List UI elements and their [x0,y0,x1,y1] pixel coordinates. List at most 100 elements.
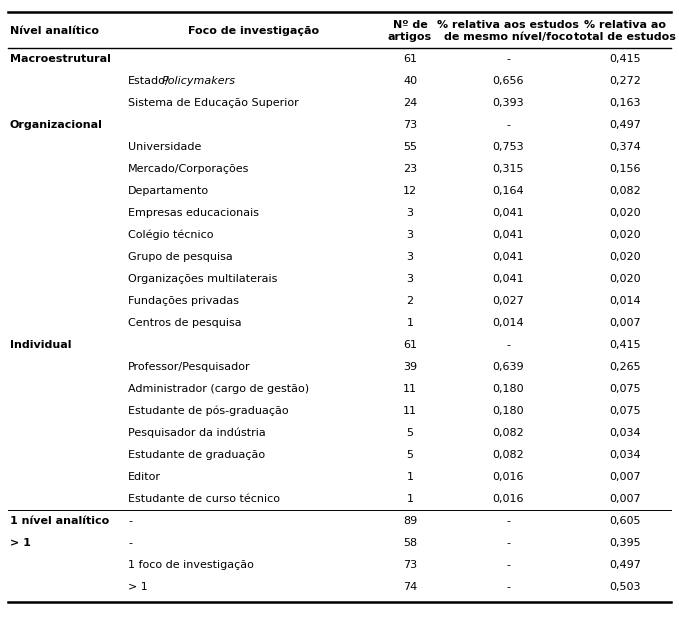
Text: 0,272: 0,272 [609,76,641,86]
Text: Organizações multilaterais: Organizações multilaterais [128,274,278,284]
Text: 0,497: 0,497 [609,120,641,130]
Text: 39: 39 [403,362,417,372]
Text: 5: 5 [407,450,414,460]
Text: Fundações privadas: Fundações privadas [128,296,239,306]
Text: Colégio técnico: Colégio técnico [128,230,213,240]
Text: 0,265: 0,265 [609,362,641,372]
Text: -: - [128,538,132,548]
Text: 3: 3 [407,274,414,284]
Text: Pesquisador da indústria: Pesquisador da indústria [128,428,265,438]
Text: Estudante de pós-graduação: Estudante de pós-graduação [128,406,289,417]
Text: 0,163: 0,163 [609,98,641,108]
Text: 0,041: 0,041 [492,230,524,240]
Text: Organizacional: Organizacional [10,120,103,130]
Text: Estado/: Estado/ [128,76,170,86]
Text: 0,014: 0,014 [609,296,641,306]
Text: 0,164: 0,164 [492,186,524,196]
Text: 74: 74 [403,582,417,592]
Text: 0,075: 0,075 [609,384,641,394]
Text: Nº de
artigos: Nº de artigos [388,20,432,42]
Text: % relativa aos estudos
de mesmo nível/foco: % relativa aos estudos de mesmo nível/fo… [437,20,579,42]
Text: Editor: Editor [128,472,161,482]
Text: > 1: > 1 [128,582,148,592]
Text: Empresas educacionais: Empresas educacionais [128,208,259,218]
Text: 40: 40 [403,76,417,86]
Text: 0,034: 0,034 [609,450,641,460]
Text: 3: 3 [407,208,414,218]
Text: 0,007: 0,007 [609,494,641,504]
Text: -: - [506,54,510,64]
Text: 5: 5 [407,428,414,438]
Text: 0,082: 0,082 [492,450,524,460]
Text: Foco de investigação: Foco de investigação [189,26,320,36]
Text: 0,034: 0,034 [609,428,641,438]
Text: 0,075: 0,075 [609,406,641,416]
Text: Centros de pesquisa: Centros de pesquisa [128,318,242,328]
Text: 0,016: 0,016 [492,494,524,504]
Text: -: - [506,516,510,526]
Text: 0,503: 0,503 [609,582,641,592]
Text: -: - [128,516,132,526]
Text: 0,180: 0,180 [492,406,524,416]
Text: 0,041: 0,041 [492,252,524,262]
Text: Estudante de curso técnico: Estudante de curso técnico [128,494,280,504]
Text: 0,180: 0,180 [492,384,524,394]
Text: 0,016: 0,016 [492,472,524,482]
Text: 0,395: 0,395 [609,538,641,548]
Text: -: - [506,582,510,592]
Text: 0,315: 0,315 [492,164,524,174]
Text: 0,020: 0,020 [609,274,641,284]
Text: 0,082: 0,082 [492,428,524,438]
Text: Policymakers: Policymakers [162,76,236,86]
Text: -: - [506,538,510,548]
Text: 3: 3 [407,230,414,240]
Text: 0,082: 0,082 [609,186,641,196]
Text: 0,020: 0,020 [609,230,641,240]
Text: > 1: > 1 [10,538,31,548]
Text: Universidade: Universidade [128,142,202,152]
Text: 55: 55 [403,142,417,152]
Text: Individual: Individual [10,340,71,350]
Text: Nível analítico: Nível analítico [10,26,99,36]
Text: 1 foco de investigação: 1 foco de investigação [128,560,254,570]
Text: Grupo de pesquisa: Grupo de pesquisa [128,252,233,262]
Text: -: - [506,560,510,570]
Text: 0,156: 0,156 [609,164,641,174]
Text: Estudante de graduação: Estudante de graduação [128,450,265,460]
Text: Mercado/Corporações: Mercado/Corporações [128,164,249,174]
Text: 0,605: 0,605 [609,516,641,526]
Text: 0,393: 0,393 [492,98,524,108]
Text: Administrador (cargo de gestão): Administrador (cargo de gestão) [128,384,309,394]
Text: 0,020: 0,020 [609,208,641,218]
Text: 73: 73 [403,120,417,130]
Text: 0,415: 0,415 [609,340,641,350]
Text: % relativa ao
total de estudos: % relativa ao total de estudos [574,20,676,42]
Text: 0,041: 0,041 [492,208,524,218]
Text: 23: 23 [403,164,417,174]
Text: 2: 2 [407,296,414,306]
Text: 0,020: 0,020 [609,252,641,262]
Text: 11: 11 [403,384,417,394]
Text: 0,041: 0,041 [492,274,524,284]
Text: 0,656: 0,656 [492,76,524,86]
Text: 24: 24 [403,98,417,108]
Text: Professor/Pesquisador: Professor/Pesquisador [128,362,251,372]
Text: 0,415: 0,415 [609,54,641,64]
Text: 1: 1 [407,318,414,328]
Text: Departamento: Departamento [128,186,209,196]
Text: 61: 61 [403,54,417,64]
Text: -: - [506,120,510,130]
Text: 0,497: 0,497 [609,560,641,570]
Text: 0,753: 0,753 [492,142,524,152]
Text: 1 nível analítico: 1 nível analítico [10,516,109,526]
Text: 0,027: 0,027 [492,296,524,306]
Text: 0,014: 0,014 [492,318,524,328]
Text: -: - [506,340,510,350]
Text: 73: 73 [403,560,417,570]
Text: 0,639: 0,639 [492,362,524,372]
Text: 61: 61 [403,340,417,350]
Text: 3: 3 [407,252,414,262]
Text: 0,007: 0,007 [609,472,641,482]
Text: 58: 58 [403,538,417,548]
Text: 11: 11 [403,406,417,416]
